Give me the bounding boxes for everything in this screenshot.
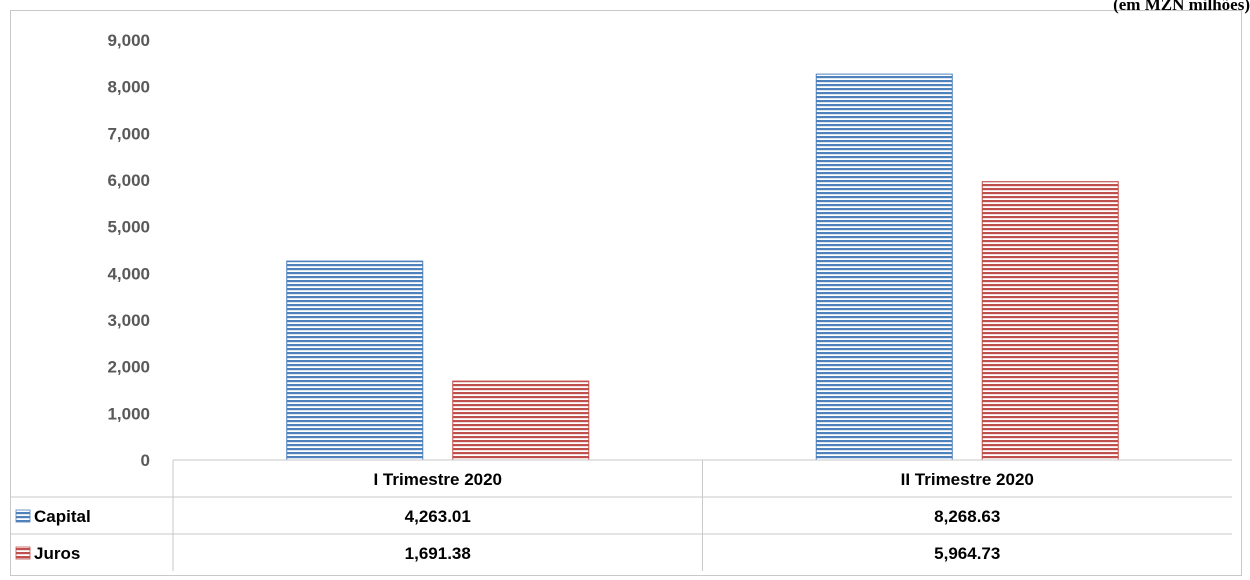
y-tick-label: 6,000 — [107, 171, 150, 190]
legend-label-juros: Juros — [34, 544, 80, 563]
legend-label-capital: Capital — [34, 507, 91, 526]
bars — [286, 73, 1119, 461]
y-tick-label: 0 — [141, 451, 150, 470]
y-tick-label: 8,000 — [107, 78, 150, 97]
data-label: 5,964.73 — [934, 544, 1000, 563]
legend-key-capital — [15, 509, 31, 523]
y-tick-label: 2,000 — [107, 358, 150, 377]
unit-note: (em MZN milhões) — [1113, 0, 1250, 14]
category-label: II Trimestre 2020 — [901, 470, 1034, 489]
y-tick-label: 1,000 — [107, 404, 150, 423]
y-tick-label: 3,000 — [107, 311, 150, 330]
data-label: 8,268.63 — [934, 507, 1000, 526]
data-label: 1,691.38 — [405, 544, 471, 563]
y-tick-label: 9,000 — [107, 31, 150, 50]
bar-capital-2 — [815, 73, 953, 461]
y-axis: 0 1,000 2,000 3,000 4,000 5,000 6,000 7,000 8,00… — [107, 31, 150, 470]
data-table: I Trimestre 2020 II Trimestre 2020 Capital… — [10, 459, 1232, 571]
bar-juros-1 — [452, 380, 590, 461]
y-tick-label: 4,000 — [107, 264, 150, 283]
data-label: 4,263.01 — [405, 507, 471, 526]
category-label: I Trimestre 2020 — [373, 470, 502, 489]
bar-capital-1 — [286, 260, 424, 461]
y-tick-label: 5,000 — [107, 218, 150, 237]
legend-key-juros — [15, 546, 31, 560]
bar-juros-2 — [981, 181, 1119, 461]
y-tick-label: 7,000 — [107, 124, 150, 143]
